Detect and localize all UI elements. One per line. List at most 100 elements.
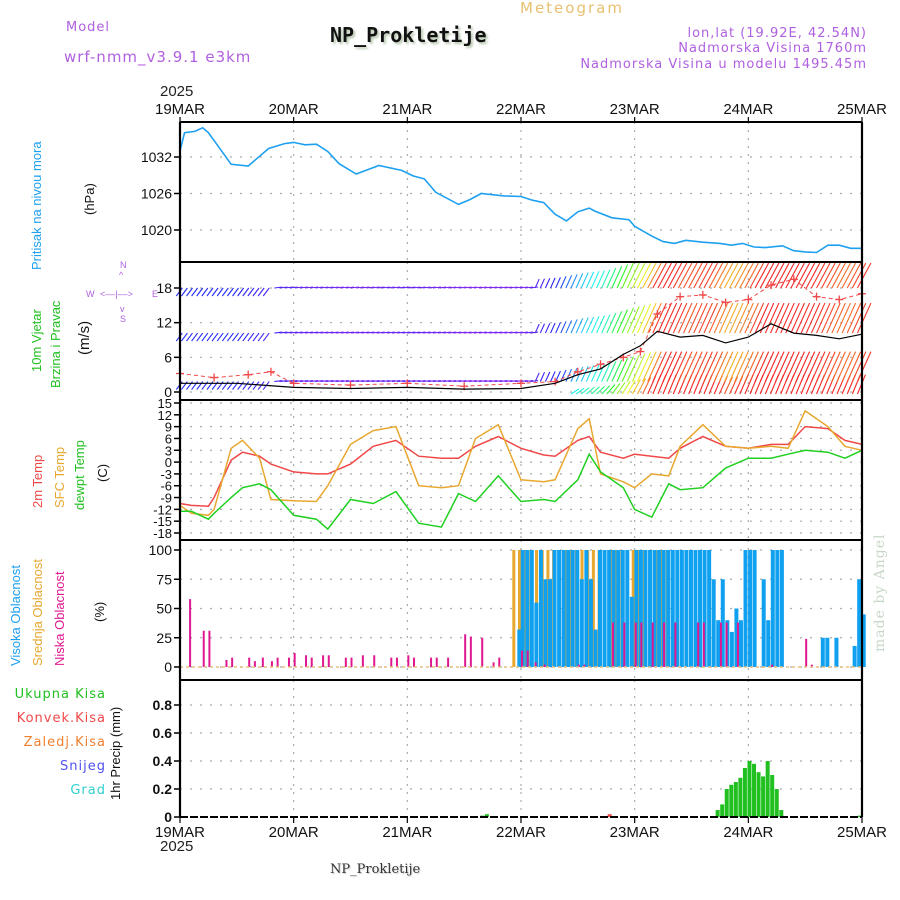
panel-frames — [178, 121, 864, 818]
wind-arrow — [494, 286, 503, 289]
compass-icon: N ^ W <––|––> E v S — [86, 260, 159, 324]
wind-arrow — [744, 262, 759, 289]
cloud-bar — [593, 629, 598, 667]
cloud-bar — [857, 579, 862, 667]
cloud-bar — [663, 622, 666, 667]
wind-arrow — [242, 287, 250, 297]
wind-arrow — [279, 380, 288, 383]
wind-arrow — [320, 380, 329, 383]
cloud-bar — [661, 550, 666, 667]
wind-arrow — [621, 356, 634, 382]
ytick-label: -18 — [153, 526, 172, 541]
wind-gust-marker — [403, 379, 412, 388]
wind-arrow — [473, 286, 482, 289]
cloud-bar — [570, 550, 575, 667]
cloud-bar — [810, 664, 813, 667]
wind-arrow — [708, 351, 724, 382]
wind-gust-marker — [244, 370, 253, 379]
cloud-bar — [825, 637, 830, 667]
wind-arrow — [698, 302, 713, 334]
cloud-bar — [779, 550, 784, 667]
wind-arrow — [805, 351, 821, 382]
wind-arrow — [489, 331, 498, 334]
ytick-label: 0.2 — [153, 781, 173, 797]
wind-arrow — [570, 274, 578, 289]
cloud-bar — [579, 579, 584, 667]
wind-arrow — [356, 380, 365, 383]
wind-arrow — [754, 262, 770, 289]
cloud-bar — [529, 550, 534, 667]
cloud-bar — [435, 657, 438, 667]
wind-arrow — [616, 264, 629, 289]
cloud-bar — [248, 657, 251, 667]
xtick-label-top: 25MAR — [837, 101, 887, 118]
wind-arrow — [626, 262, 640, 289]
cloud-bar — [702, 550, 707, 667]
wind-arrow — [463, 380, 472, 383]
wind-arrow — [836, 351, 851, 382]
wind-arrow — [443, 286, 452, 289]
wind-gust-marker — [812, 292, 821, 301]
wind-arrow — [580, 272, 589, 289]
wind-arrow — [754, 302, 770, 334]
wind-arrow — [294, 286, 303, 289]
wind-arrow — [821, 351, 836, 382]
ytick-label: -12 — [153, 502, 172, 517]
ytick-label: 6 — [164, 349, 172, 365]
wind-arrow — [683, 302, 698, 334]
wind-gust-marker — [789, 275, 798, 284]
xtick-label-top: 19MAR — [155, 101, 205, 118]
cloud-bar — [725, 622, 728, 667]
wind-arrow — [539, 372, 546, 382]
location-coords: lon,lat (19.92E, 42.54N) — [687, 26, 867, 41]
wind-arrow — [596, 315, 605, 334]
wind-arrow — [826, 262, 841, 289]
ytick-label: 0 — [164, 809, 172, 825]
wind-arrow — [340, 331, 349, 334]
ytick-label: 3 — [165, 443, 172, 458]
cloud-bar — [575, 550, 580, 667]
ytick-label: 1026 — [141, 186, 172, 202]
wind-arrow — [555, 322, 561, 334]
wind-arrow — [458, 380, 467, 383]
ytick-label: -6 — [160, 479, 172, 494]
wind-arrow — [810, 302, 826, 334]
wind-arrow — [723, 262, 739, 289]
wind-arrow — [289, 286, 298, 289]
cloud-bar — [805, 638, 808, 667]
wind-gust-marker — [289, 379, 298, 388]
cloud-bar — [270, 661, 273, 667]
wind-arrow — [816, 262, 831, 289]
cloud-bar — [643, 550, 648, 667]
cloud-bar — [648, 550, 653, 667]
wind-arrow — [667, 351, 683, 382]
cloud-bar — [611, 550, 616, 667]
xtick-label-top: 21MAR — [382, 101, 432, 118]
cloud-bar — [607, 550, 612, 667]
wind-arrow — [191, 332, 199, 342]
wind-arrow — [775, 351, 790, 382]
ytick-label: 25 — [156, 630, 172, 646]
cloud-bar — [407, 655, 410, 667]
cloud-bar — [657, 550, 662, 667]
wind-arrow — [468, 380, 477, 383]
wind-arrow — [601, 314, 611, 334]
wind-arrow — [494, 380, 503, 383]
wind-arrow — [734, 302, 749, 334]
wind-arrow — [335, 380, 344, 383]
wind-gust-marker — [698, 290, 707, 299]
wind-arrow — [211, 287, 219, 297]
wind-arrow — [478, 286, 488, 289]
wind-arrow — [237, 381, 245, 390]
model-name: wrf-nmm_v3.9.1 e3km — [64, 48, 252, 66]
cloud-bar — [552, 550, 557, 667]
wind-arrow — [226, 332, 234, 342]
wind-arrow — [662, 302, 678, 334]
wind-arrow — [381, 286, 390, 289]
wind-arrow — [790, 262, 805, 289]
cloud-bar — [637, 550, 641, 667]
wind-arrow — [453, 380, 462, 383]
cloud-bar — [620, 550, 625, 667]
wind-gust-marker — [551, 377, 560, 386]
wind-arrow — [310, 286, 319, 289]
